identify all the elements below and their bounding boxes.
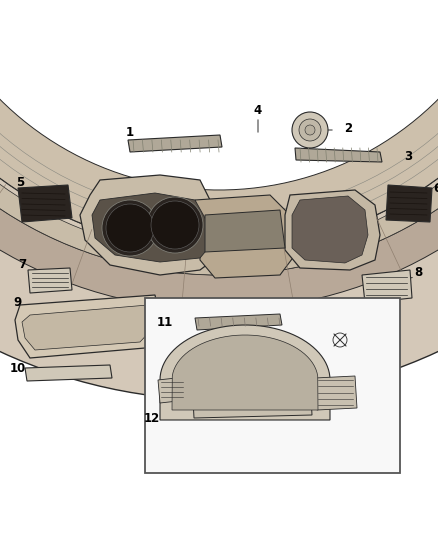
Text: 5: 5 — [16, 175, 24, 189]
Polygon shape — [158, 377, 187, 403]
Circle shape — [147, 197, 203, 253]
Text: 12: 12 — [144, 411, 160, 424]
Polygon shape — [0, 38, 438, 275]
Text: 8: 8 — [414, 265, 422, 279]
Text: 7: 7 — [18, 259, 26, 271]
Polygon shape — [285, 190, 380, 270]
Polygon shape — [160, 325, 330, 420]
Polygon shape — [192, 377, 312, 418]
Polygon shape — [0, 11, 438, 250]
Polygon shape — [22, 305, 153, 350]
Polygon shape — [18, 185, 72, 222]
Polygon shape — [80, 175, 225, 275]
Circle shape — [102, 200, 158, 256]
Polygon shape — [0, 6, 438, 400]
Text: 2: 2 — [344, 122, 352, 134]
Polygon shape — [180, 436, 250, 458]
Polygon shape — [160, 415, 278, 472]
Polygon shape — [362, 270, 412, 303]
Polygon shape — [28, 268, 72, 293]
Text: 4: 4 — [254, 103, 262, 117]
Polygon shape — [292, 196, 368, 263]
Polygon shape — [15, 295, 162, 358]
Polygon shape — [166, 430, 260, 464]
Text: 9: 9 — [14, 295, 22, 309]
FancyBboxPatch shape — [145, 298, 400, 473]
Circle shape — [305, 125, 315, 135]
Polygon shape — [295, 148, 382, 162]
Polygon shape — [195, 314, 282, 330]
Polygon shape — [92, 193, 215, 262]
Polygon shape — [315, 376, 357, 410]
Circle shape — [106, 204, 154, 252]
Circle shape — [299, 119, 321, 141]
Text: 1: 1 — [126, 125, 134, 139]
Polygon shape — [386, 185, 432, 222]
Circle shape — [151, 201, 199, 249]
Polygon shape — [172, 335, 318, 410]
Text: 10: 10 — [10, 361, 26, 375]
Polygon shape — [25, 365, 112, 381]
Polygon shape — [0, 28, 438, 310]
Polygon shape — [128, 135, 222, 152]
Polygon shape — [195, 195, 295, 278]
Polygon shape — [205, 210, 285, 252]
Text: 11: 11 — [157, 316, 173, 329]
Circle shape — [292, 112, 328, 148]
Text: 6: 6 — [433, 182, 438, 195]
Text: 3: 3 — [404, 150, 412, 164]
